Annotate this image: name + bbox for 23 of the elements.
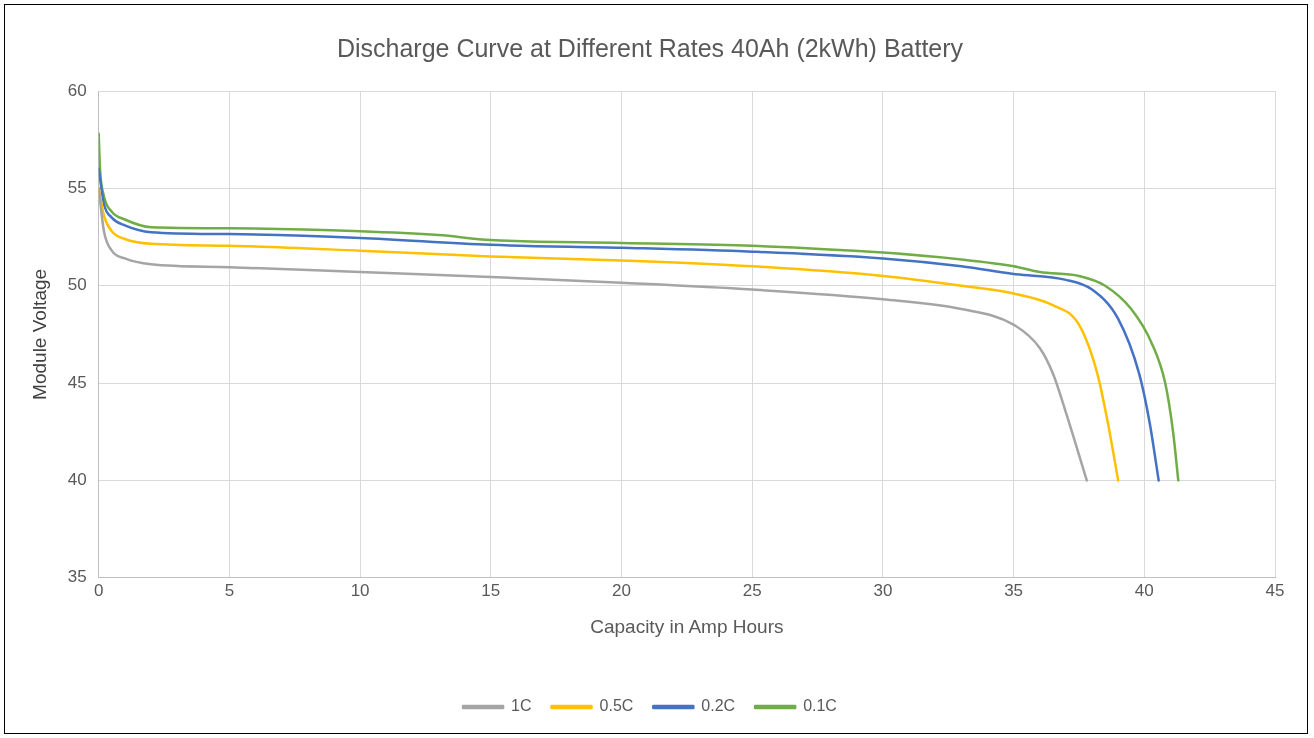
x-tick-label: 15 <box>481 580 501 600</box>
x-tick-label: 40 <box>1134 580 1154 600</box>
x-tick-label: 10 <box>350 580 370 600</box>
chart-title: Discharge Curve at Different Rates 40Ah (2kWh) Battery <box>336 33 964 62</box>
x-axis-title: Capacity in Amp Hours <box>590 615 784 637</box>
y-tick-label: 40 <box>67 470 87 490</box>
y-axis-title: Module Voltage <box>28 268 50 400</box>
x-tick-label: 30 <box>873 580 893 600</box>
y-tick-label: 55 <box>67 178 87 198</box>
legend-label: 0.2C <box>701 697 736 715</box>
x-tick-label: 25 <box>742 580 762 600</box>
y-tick-label: 35 <box>67 567 87 587</box>
legend-label: 0.1C <box>803 697 837 715</box>
x-tick-label: 45 <box>1265 580 1285 600</box>
y-tick-label: 50 <box>67 275 87 295</box>
legend-label: 1C <box>511 697 532 715</box>
legend-label: 0.5C <box>599 697 634 715</box>
y-tick-label: 45 <box>67 372 87 392</box>
x-tick-label: 35 <box>1004 580 1024 600</box>
x-tick-label: 5 <box>224 580 235 600</box>
x-tick-label: 0 <box>93 580 104 600</box>
x-tick-label: 20 <box>612 580 631 600</box>
y-tick-label: 60 <box>67 80 87 100</box>
